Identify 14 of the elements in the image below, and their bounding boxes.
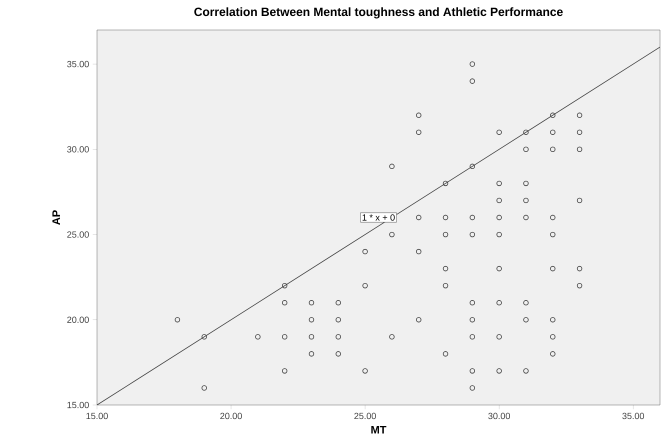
y-tick-label: 35.00 xyxy=(67,60,89,68)
x-tick-label: 15.00 xyxy=(86,412,108,420)
y-tick-label: 15.00 xyxy=(67,402,89,408)
chart-title: Correlation Between Mental toughness and Athletic Performance xyxy=(194,7,563,18)
x-tick-label: 35.00 xyxy=(622,412,644,420)
x-tick-label: 20.00 xyxy=(220,412,242,420)
y-tick-label: 30.00 xyxy=(67,146,89,152)
y-tick-label: 20.00 xyxy=(67,316,89,323)
annotation: 1 * x + 0 xyxy=(362,214,395,221)
y-axis-title: AP xyxy=(52,210,60,225)
x-tick-label: 25.00 xyxy=(354,412,376,420)
x-axis-title: MT xyxy=(371,426,386,434)
x-tick-label: 30.00 xyxy=(488,412,510,420)
y-tick-label: 25.00 xyxy=(67,231,89,238)
